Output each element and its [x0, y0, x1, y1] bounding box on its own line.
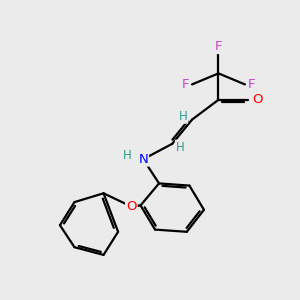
Text: F: F — [182, 78, 189, 91]
Text: H: H — [123, 149, 132, 162]
Text: F: F — [248, 78, 256, 91]
Text: N: N — [138, 153, 148, 166]
Text: O: O — [126, 200, 136, 213]
Text: H: H — [178, 110, 187, 123]
Text: O: O — [252, 93, 263, 106]
Text: F: F — [215, 40, 222, 53]
Text: H: H — [176, 141, 184, 154]
